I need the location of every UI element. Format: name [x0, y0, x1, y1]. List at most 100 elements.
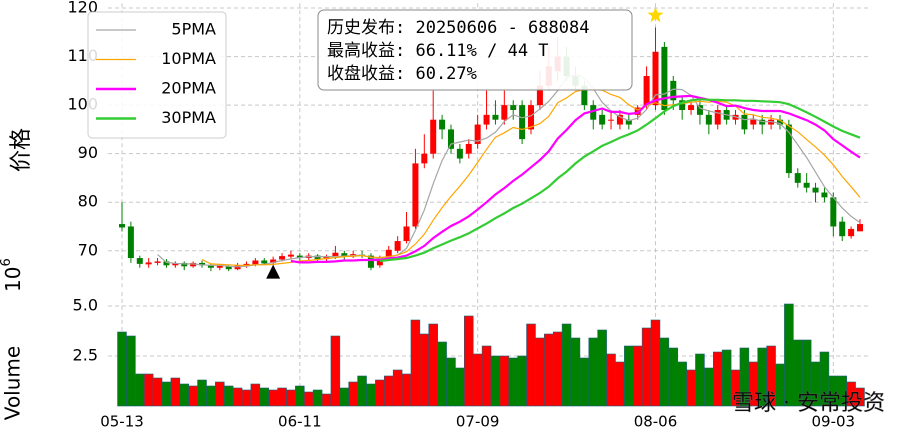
volume-bar — [197, 379, 207, 407]
candle-body — [830, 197, 837, 227]
volume-bar — [241, 389, 252, 407]
candle-body — [190, 262, 197, 267]
candle-body — [608, 119, 615, 121]
volume-bar — [677, 361, 687, 407]
ma-line — [201, 89, 861, 266]
volume-bar — [259, 387, 270, 407]
volume-axis-label: Volume — [1, 346, 25, 420]
volume-bar — [312, 389, 323, 407]
candle-body — [785, 124, 792, 174]
volume-bar — [170, 377, 181, 407]
x-tick-label: 09-03 — [812, 413, 856, 431]
y-tick-label: 90 — [78, 143, 98, 162]
volume-bar — [206, 385, 216, 407]
volume-bar — [161, 381, 172, 407]
volume-bar — [552, 331, 563, 407]
y-tick-label: 2.5 — [73, 346, 98, 365]
candle-body — [581, 85, 588, 106]
candle-body — [519, 105, 526, 140]
candle-body — [776, 119, 783, 125]
candle-body — [652, 51, 659, 106]
candle-body — [643, 76, 650, 106]
ma-line — [157, 73, 861, 268]
candle-body — [332, 252, 339, 257]
candle-body — [741, 114, 748, 130]
volume-bar — [410, 319, 421, 407]
candle-body — [688, 105, 695, 110]
candle-body — [670, 80, 677, 101]
candle-body — [483, 114, 490, 125]
volume-bar — [286, 389, 296, 407]
candle-body — [750, 119, 757, 125]
candle-body — [510, 105, 517, 110]
volume-bar — [472, 353, 483, 407]
candle-body — [447, 129, 454, 149]
candle-body — [394, 241, 401, 251]
candle-body — [803, 182, 810, 188]
volume-bar — [659, 337, 670, 407]
legend-label: 10PMA — [161, 49, 216, 68]
volume-bar — [232, 387, 243, 407]
info-line: 历史发布: 20250606 - 688084 — [327, 18, 589, 38]
volume-scale: 106 — [0, 258, 25, 292]
candle-body — [145, 262, 152, 265]
volume-bar — [348, 381, 358, 407]
volume-bar — [321, 393, 332, 407]
candle-body — [794, 173, 801, 183]
buy-marker — [266, 264, 281, 279]
volume-bar — [339, 387, 350, 407]
legend-box — [87, 11, 227, 139]
volume-bar — [295, 385, 305, 407]
volume-bar — [490, 355, 501, 407]
volume-bar — [855, 387, 865, 407]
volume-bar — [392, 369, 403, 407]
candle-body — [119, 224, 125, 228]
volume-bar — [366, 383, 376, 407]
volume-bar — [615, 361, 625, 407]
volume-bar — [481, 345, 492, 407]
volume-bar — [152, 377, 163, 407]
volume-bar — [303, 391, 314, 407]
volume-bar — [561, 323, 572, 407]
candle-body — [296, 255, 303, 259]
volume-bar — [721, 349, 732, 407]
y-axis-label: 价格 — [9, 128, 34, 172]
candle-body — [314, 255, 321, 260]
scale-base: 10 — [1, 267, 25, 292]
candle-body — [634, 107, 641, 115]
volume-bar — [668, 347, 679, 407]
legend-label: 30PMA — [161, 108, 216, 127]
volume-bar — [544, 333, 554, 407]
y-tick-label: 5.0 — [73, 296, 98, 315]
candle-body — [127, 226, 134, 259]
volume-bar — [632, 345, 643, 407]
volume-bar — [650, 319, 661, 407]
candle-body — [323, 256, 330, 260]
volume-bar — [526, 323, 536, 407]
candle-body — [661, 46, 668, 110]
volume-bar — [223, 385, 234, 407]
volume-bar — [215, 381, 225, 407]
volume-bar — [419, 333, 430, 407]
info-box — [317, 9, 633, 91]
candle-body — [270, 259, 277, 263]
candle-body — [376, 257, 383, 266]
candle-body — [536, 85, 543, 106]
volume-bar — [446, 357, 456, 407]
candle-body — [207, 265, 214, 268]
volume-bar — [401, 373, 412, 407]
volume-bar — [508, 357, 518, 407]
candle-body — [367, 255, 374, 268]
candle-body — [456, 148, 463, 159]
candle-body — [225, 266, 232, 270]
scale-exponent: 6 — [0, 258, 14, 266]
candle-body — [857, 224, 863, 232]
volume-bar — [695, 353, 705, 407]
volume-bar — [535, 337, 545, 407]
info-line: 收盘收益: 60.27% — [327, 64, 477, 84]
volume-bar — [517, 355, 527, 407]
volume-bar — [641, 327, 652, 407]
candle-body — [385, 249, 392, 259]
candle-body — [199, 262, 206, 266]
